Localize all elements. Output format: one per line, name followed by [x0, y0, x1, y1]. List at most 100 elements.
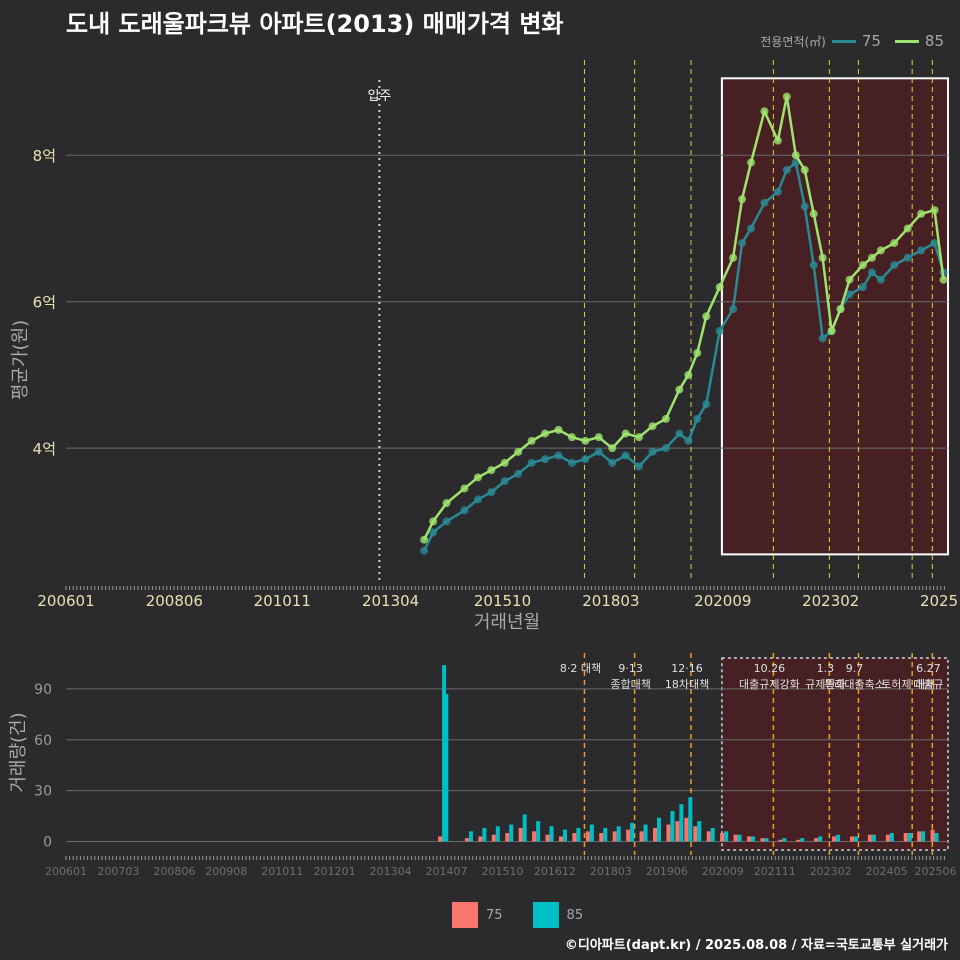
x-tick-label-bottom: 202009 [702, 865, 744, 878]
bar-75 [885, 834, 890, 842]
policy-label: 8·2 대책 [560, 662, 601, 675]
bar-75 [572, 833, 577, 842]
legend-bottom-label-85: 85 [566, 907, 584, 923]
data-point-85 [738, 195, 747, 204]
bar-85 [630, 822, 635, 842]
bar-75 [599, 833, 604, 842]
policy-label: 1.3 [817, 662, 835, 675]
data-point-85 [702, 312, 711, 321]
bar-85 [616, 826, 621, 842]
data-point-85 [514, 447, 523, 456]
data-point-75 [800, 202, 809, 211]
data-point-85 [867, 253, 876, 262]
x-tick-label-top: 201803 [582, 592, 639, 610]
data-point-75 [738, 239, 747, 248]
data-point-75 [635, 462, 644, 471]
data-point-75 [760, 198, 769, 207]
x-tick-label-bottom: 201803 [590, 865, 632, 878]
data-point-75 [930, 239, 939, 248]
highlight-region-bottom [721, 657, 949, 851]
bar-85 [782, 838, 787, 842]
data-point-85 [760, 107, 769, 116]
x-tick-label-top: 2025 [920, 592, 958, 610]
bar-85 [670, 811, 675, 842]
x-tick-label-top: 200806 [146, 592, 203, 610]
data-point-85 [715, 283, 724, 292]
bar-75 [505, 833, 510, 842]
bar-85 [509, 824, 514, 842]
data-point-85 [800, 165, 809, 174]
data-point-75 [514, 469, 523, 478]
x-tick-label-top: 202302 [802, 592, 859, 610]
data-point-85 [420, 535, 429, 544]
bar-75 [626, 829, 631, 842]
bar-85 [836, 834, 841, 842]
bar-75 [693, 826, 698, 842]
data-point-85 [487, 466, 496, 475]
bar-85 [576, 827, 581, 842]
data-point-85 [827, 326, 836, 335]
bar-85 [724, 831, 729, 842]
data-point-75 [500, 477, 509, 486]
bar-75 [532, 831, 537, 842]
bar-85 [764, 838, 769, 842]
bar-75 [747, 836, 752, 842]
bar-75 [778, 839, 783, 842]
x-tick-label-top: 201304 [362, 592, 419, 610]
bar-75 [464, 838, 469, 842]
data-point-85 [729, 253, 738, 262]
bar-85 [934, 833, 939, 842]
data-point-75 [858, 283, 867, 292]
bar-75 [491, 834, 496, 842]
data-point-85 [500, 458, 509, 467]
bar-85 [522, 814, 527, 842]
x-tick-label-top: 202009 [694, 592, 751, 610]
y-tick-label: 8억 [33, 147, 56, 165]
data-point-75 [429, 528, 438, 537]
data-point-85 [442, 499, 451, 508]
data-point-75 [876, 275, 885, 284]
data-point-75 [917, 246, 926, 255]
bar-75 [796, 839, 801, 842]
data-point-75 [747, 224, 756, 233]
bar-85 [444, 694, 449, 842]
y-tick-label: 4억 [33, 440, 56, 458]
data-point-75 [818, 334, 827, 343]
data-point-85 [903, 224, 912, 233]
legend-line-75 [831, 39, 856, 43]
data-point-85 [818, 253, 827, 262]
data-point-75 [693, 414, 702, 423]
data-point-85 [541, 429, 550, 438]
bar-85 [482, 827, 487, 842]
data-point-75 [661, 444, 670, 453]
bar-85 [643, 824, 648, 842]
x-tick-label-bottom: 200908 [205, 865, 247, 878]
data-point-85 [836, 305, 845, 314]
y-tick-label-bottom: 90 [34, 682, 52, 698]
bar-85 [549, 826, 554, 842]
data-point-75 [867, 268, 876, 277]
data-point-75 [567, 458, 576, 467]
data-point-85 [567, 433, 576, 442]
bar-75 [558, 836, 563, 842]
policy-label: 10.26 [754, 662, 786, 675]
x-tick-label-bottom: 200806 [153, 865, 195, 878]
bar-75 [684, 817, 689, 842]
x-tick-label-bottom: 202111 [754, 865, 796, 878]
policy-label: 18차대책 [665, 678, 709, 691]
data-point-85 [747, 158, 756, 167]
data-point-85 [635, 433, 644, 442]
data-point-75 [621, 451, 630, 460]
bar-75 [478, 836, 483, 842]
bar-75 [832, 836, 837, 842]
x-tick-label-bottom: 200703 [97, 865, 139, 878]
data-point-85 [809, 209, 818, 218]
data-point-85 [581, 436, 590, 445]
bar-85 [871, 834, 876, 842]
x-tick-label-bottom: 201612 [534, 865, 576, 878]
data-point-75 [594, 447, 603, 456]
bar-75 [917, 831, 922, 842]
x-tick-label-bottom: 201906 [646, 865, 688, 878]
data-point-85 [429, 517, 438, 526]
